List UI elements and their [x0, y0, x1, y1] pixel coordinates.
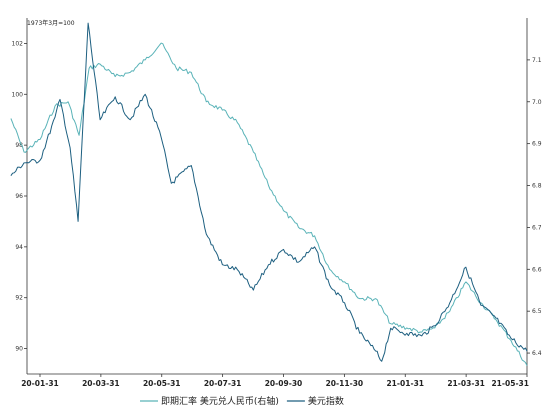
left-tick-label: 96 — [15, 193, 23, 200]
right-tick-label: 6.9 — [532, 141, 542, 148]
left-tick-label: 102 — [12, 40, 24, 47]
right-tick-label: 7.1 — [532, 57, 542, 64]
x-tick-label: 20-11-30 — [326, 379, 364, 388]
x-axis-ticks: 20-01-31 20-03-31 20-05-31 20-07-31 20-09-30… — [21, 374, 529, 388]
right-tick-label: 7.0 — [532, 99, 542, 106]
x-tick-label: 21-03-31 — [447, 379, 485, 388]
series-line-dollar-index — [10, 22, 528, 362]
x-tick-label: 20-05-31 — [143, 379, 181, 388]
right-tick-label: 6.6 — [532, 266, 542, 273]
right-axis-ticks: 6.4 6.5 6.6 6.7 6.8 6.9 7.0 7.1 — [527, 57, 542, 357]
left-tick-label: 94 — [15, 244, 23, 251]
x-tick-label: 20-03-31 — [82, 379, 120, 388]
x-tick-label: 21-05-31 — [491, 379, 529, 388]
right-tick-label: 6.8 — [532, 183, 542, 190]
x-tick-label: 21-01-31 — [386, 379, 424, 388]
x-tick-label: 20-09-30 — [265, 379, 303, 388]
legend: 即期汇率 美元兑人民币(右轴) 美元指数 — [140, 395, 344, 407]
left-tick-label: 92 — [15, 295, 23, 302]
left-tick-label: 90 — [15, 346, 23, 353]
left-axis-ticks: 90 92 94 96 98 100 102 — [12, 40, 27, 353]
legend-label: 美元指数 — [308, 395, 344, 407]
legend-label: 即期汇率 美元兑人民币(右轴) — [161, 395, 279, 407]
series-line-usdcny-spot — [10, 42, 528, 366]
right-tick-label: 6.7 — [532, 224, 542, 231]
right-tick-label: 6.4 — [532, 350, 542, 357]
x-tick-label: 20-07-31 — [204, 379, 242, 388]
left-tick-label: 100 — [12, 91, 24, 98]
right-tick-label: 6.5 — [532, 308, 542, 315]
axes — [26, 18, 528, 375]
left-tick-label: 98 — [15, 142, 23, 149]
series-layer — [10, 22, 528, 366]
left-axis-unit-label: 1973年3月=100 — [27, 19, 75, 27]
x-tick-label: 20-01-31 — [21, 379, 59, 388]
